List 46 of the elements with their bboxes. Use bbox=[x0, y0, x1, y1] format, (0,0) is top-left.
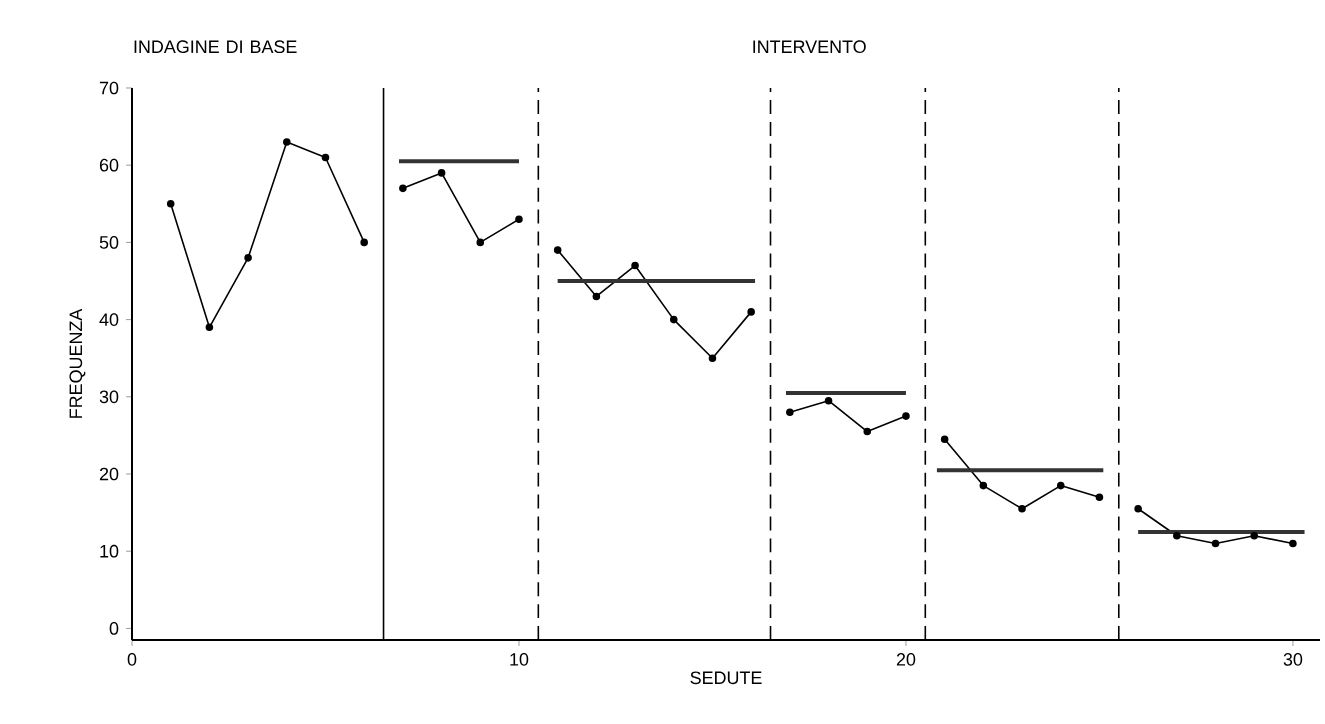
point bbox=[1018, 504, 1026, 513]
y-tick-label: 10 bbox=[100, 544, 119, 558]
point bbox=[708, 354, 717, 362]
point bbox=[1134, 504, 1142, 513]
x-tick-label: 0 bbox=[127, 653, 137, 666]
y-tick-label: 70 bbox=[99, 81, 119, 95]
point bbox=[1250, 531, 1259, 540]
y-tick-label: 20 bbox=[99, 467, 119, 481]
point bbox=[283, 138, 291, 146]
point bbox=[592, 292, 601, 301]
text: INDAGINE DI BASE bbox=[134, 40, 297, 54]
x-tick-label: 30 bbox=[1283, 653, 1303, 666]
point bbox=[437, 169, 446, 177]
point bbox=[166, 200, 175, 208]
y-tick-label: 0 bbox=[109, 622, 119, 635]
y-tick-label: 60 bbox=[99, 158, 119, 172]
point bbox=[515, 215, 523, 224]
point bbox=[553, 246, 562, 254]
point bbox=[1211, 539, 1220, 548]
point bbox=[940, 435, 949, 444]
point bbox=[476, 238, 485, 247]
point bbox=[786, 408, 794, 417]
point bbox=[747, 308, 755, 316]
point bbox=[1095, 493, 1104, 501]
y-axis-title: FREQUENZA bbox=[69, 308, 86, 418]
point bbox=[631, 261, 639, 270]
point bbox=[360, 238, 368, 247]
point bbox=[1173, 531, 1181, 540]
point bbox=[979, 481, 988, 490]
point bbox=[1056, 481, 1065, 490]
point bbox=[824, 396, 833, 405]
x-axis-title: SEDUTE bbox=[690, 671, 762, 685]
x-tick-label: 10 bbox=[510, 653, 529, 666]
text: INTERVENTO bbox=[753, 40, 866, 54]
y-tick-label: 30 bbox=[99, 390, 119, 404]
point bbox=[863, 427, 872, 436]
point bbox=[1289, 539, 1297, 548]
x-tick-label: 20 bbox=[896, 653, 916, 666]
point bbox=[205, 323, 214, 332]
point bbox=[244, 254, 252, 262]
point bbox=[321, 153, 330, 162]
y-tick-label: 50 bbox=[99, 236, 119, 249]
point bbox=[399, 184, 407, 193]
point bbox=[902, 412, 910, 420]
point bbox=[669, 315, 678, 324]
y-tick-label: 40 bbox=[99, 313, 119, 326]
